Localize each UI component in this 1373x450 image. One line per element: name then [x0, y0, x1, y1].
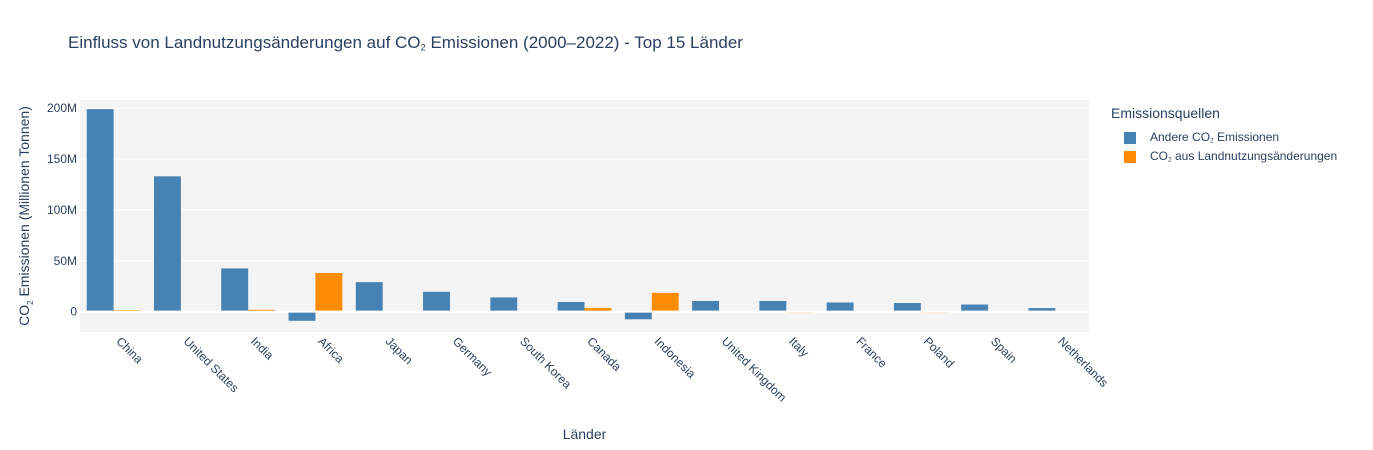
x-tick-labels: China United States India Africa Japan German… [114, 334, 1111, 404]
legend-swatch-orange [1124, 150, 1136, 163]
bar-andere-emissionen-poland[interactable] [893, 303, 921, 312]
bar-landnutzung-africa[interactable] [315, 272, 343, 312]
x-tick-label: Italy [786, 334, 811, 359]
bar-andere-emissionen-united-kingdom[interactable] [692, 300, 720, 312]
legend-label: Andere CO2 Emissionen [1150, 130, 1280, 145]
bar-andere-emissionen-south-korea[interactable] [490, 297, 518, 312]
bar-andere-emissionen-united-states[interactable] [153, 176, 181, 312]
x-tick-label: Netherlands [1055, 334, 1111, 390]
x-tick-label: United States [181, 334, 242, 395]
chart-title: Einfluss von Landnutzungsänderungen auf … [68, 33, 743, 53]
y-tick-label: 0 [70, 305, 77, 319]
bar-andere-emissionen-indonesia[interactable] [624, 311, 652, 320]
bar-landnutzung-canada[interactable] [584, 308, 612, 312]
x-tick-label: China [114, 334, 146, 366]
bar-landnutzung-indonesia[interactable] [651, 292, 679, 312]
x-tick-label: India [248, 334, 277, 363]
x-tick-label: Japan [383, 334, 416, 367]
legend-item-landnutzung[interactable]: CO2 aus Landnutzungsänderungen [1111, 147, 1337, 166]
x-tick-label: South Korea [517, 334, 574, 391]
x-tick-label: Poland [921, 334, 957, 370]
bar-andere-emissionen-spain[interactable] [961, 304, 989, 312]
bar-andere-emissionen-france[interactable] [826, 302, 854, 312]
bar-andere-emissionen-africa[interactable] [288, 311, 316, 321]
legend-item-andere-emissionen[interactable]: Andere CO2 Emissionen [1111, 128, 1337, 147]
bar-andere-emissionen-canada[interactable] [557, 301, 585, 312]
x-tick-label: France [853, 334, 890, 371]
y-tick-label: 50M [54, 254, 77, 268]
legend-swatch-blue [1124, 131, 1136, 144]
x-axis-title: Länder [563, 426, 607, 442]
y-tick-label: 200M [47, 101, 77, 115]
legend: Emissionsquellen Andere CO2 Emissionen C… [1111, 105, 1337, 166]
x-tick-label: Canada [584, 334, 624, 374]
bar-andere-emissionen-germany[interactable] [423, 291, 450, 312]
bar-andere-emissionen-netherlands[interactable] [1028, 308, 1056, 312]
x-tick-label: Spain [988, 334, 1020, 366]
bar-andere-emissionen-japan[interactable] [355, 282, 383, 312]
bar-andere-emissionen-china[interactable] [86, 109, 114, 312]
y-axis-title: CO2 Emissionen (Millionen Tonnen) [16, 106, 35, 326]
bar-andere-emissionen-italy[interactable] [759, 300, 787, 312]
bars [86, 109, 1083, 321]
gridlines [80, 107, 1089, 262]
bar-andere-emissionen-india[interactable] [221, 268, 249, 312]
x-tick-label: Germany [450, 334, 495, 379]
plot-background [80, 100, 1089, 332]
y-tick-labels: 0 50M 100M 150M 200M [47, 101, 77, 319]
x-tick-label: Indonesia [652, 334, 699, 381]
x-tick-label: Africa [315, 334, 347, 366]
legend-label: CO2 aus Landnutzungsänderungen [1150, 149, 1338, 164]
x-tick-label: United Kingdom [719, 334, 789, 404]
y-tick-label: 100M [47, 203, 77, 217]
y-tick-label: 150M [47, 152, 77, 166]
legend-title: Emissionsquellen [1111, 105, 1220, 121]
